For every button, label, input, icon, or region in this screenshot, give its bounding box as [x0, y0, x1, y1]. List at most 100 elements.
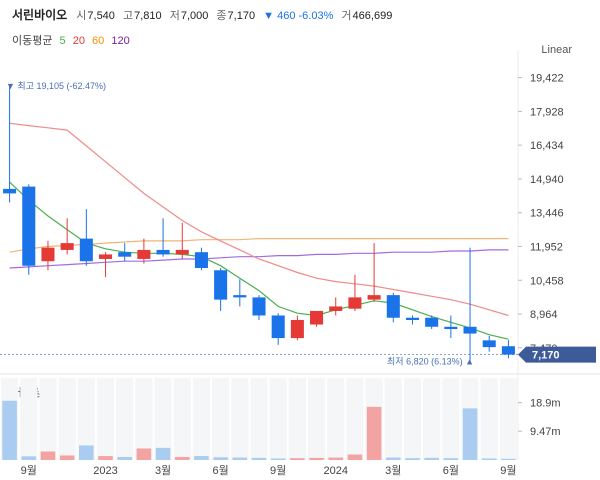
volume-bar	[117, 456, 132, 460]
open-value: 7,540	[87, 10, 115, 22]
low-label: 저	[169, 10, 180, 22]
volume-bar	[309, 457, 324, 460]
volume-bar	[443, 458, 459, 460]
price-tick-label: 19,422	[530, 73, 564, 85]
volume-bar	[2, 400, 17, 460]
volume-column-bg	[442, 378, 460, 460]
volume-bar	[232, 457, 248, 460]
price-tick-label: 10,458	[530, 275, 564, 287]
volume-tick-label: 18.9m	[530, 398, 561, 410]
candle-body	[252, 297, 266, 316]
volume-bar	[59, 455, 75, 460]
ma120-line	[9, 249, 509, 269]
x-axis-label: 2024	[323, 465, 347, 477]
candle-body	[310, 310, 324, 325]
volume-column-bg	[58, 378, 76, 460]
candle-body	[60, 243, 74, 250]
close-label: 종	[216, 10, 227, 22]
volume-column-bg	[212, 378, 230, 460]
volume-bar	[366, 406, 382, 460]
candle-body	[482, 340, 496, 348]
volume-column-bg	[116, 378, 134, 460]
x-axis-label: 9월	[270, 464, 286, 477]
high-label: 고	[122, 10, 134, 22]
volume-column-bg	[192, 378, 211, 460]
candle-body	[137, 249, 151, 259]
volume-bar	[290, 458, 305, 460]
ma-title: 이동평균	[12, 35, 53, 47]
ma20-label[interactable]: 20	[72, 35, 85, 47]
candle-body	[405, 317, 420, 320]
ma120-label[interactable]: 120	[111, 35, 130, 47]
volume-bar	[347, 454, 363, 460]
volume-value: 466,699	[352, 10, 393, 22]
candle-body	[156, 249, 170, 255]
x-axis-label: 2023	[93, 465, 117, 477]
volume-bar	[251, 457, 267, 460]
x-axis-label: 3월	[385, 464, 401, 477]
ma60-label[interactable]: 60	[92, 35, 105, 47]
candle-body	[463, 326, 477, 334]
candle-body	[271, 315, 285, 339]
volume-column-bg	[403, 378, 422, 460]
volume-column-bg	[154, 378, 172, 460]
stock-header: 서린바이오 시7,540 고7,810 저7,000 종7,170 ▼ 460 …	[12, 6, 397, 23]
ma20-line	[9, 122, 509, 317]
volume-column-bg	[307, 378, 326, 460]
price-tick-label: 11,952	[530, 241, 563, 253]
x-axis-label: 9월	[21, 464, 37, 477]
volume-bar	[405, 458, 420, 460]
ma5-label[interactable]: 5	[59, 35, 66, 47]
x-axis-label: 6월	[443, 464, 459, 477]
current-price-label: 7,170	[532, 350, 560, 362]
x-axis-label: 3월	[155, 464, 171, 477]
candle-body	[290, 320, 304, 339]
volume-column-bg	[384, 378, 402, 460]
volume-bar	[328, 457, 344, 460]
price-tick-label: 13,446	[530, 208, 564, 220]
volume-bar	[40, 451, 56, 460]
candle-body	[501, 346, 515, 355]
volume-bar	[481, 458, 497, 460]
volume-column-bg	[135, 378, 153, 460]
volume-bar	[424, 457, 439, 460]
high-annotation: ▼ 최고 19,105 (-62.47%)	[6, 81, 106, 91]
volume-column-bg	[480, 378, 498, 460]
candle-body	[98, 254, 113, 259]
volume-column-bg	[20, 378, 38, 460]
candle-body	[22, 186, 36, 266]
current-price-badge	[518, 346, 596, 363]
change-value: ▼ 460 -6.03%	[263, 10, 334, 22]
volume-bar	[386, 457, 401, 460]
high-value: 7,810	[134, 10, 162, 22]
volume-bar	[501, 458, 516, 460]
low-value: 7,000	[180, 10, 209, 22]
price-tick-label: 14,940	[530, 174, 564, 186]
moving-average-legend[interactable]: 이동평균 5 20 60 120	[12, 32, 134, 48]
volume-column-bg	[77, 378, 95, 460]
volume-column-bg	[346, 378, 364, 460]
low-annotation: 최저 6,820 (6.13%) ▲	[387, 357, 474, 367]
volume-column-bg	[499, 378, 517, 460]
candle-body	[194, 252, 208, 268]
close-value: 7,170	[227, 10, 256, 22]
volume-bar	[270, 458, 286, 460]
volume-label: 거	[341, 10, 352, 22]
candle-body	[175, 249, 189, 255]
volume-column-bg	[423, 378, 441, 460]
price-tick-label: 17,928	[530, 106, 564, 118]
volume-bar	[174, 456, 190, 460]
x-axis-label: 6월	[213, 464, 229, 477]
scale-mode-toggle[interactable]: Linear	[541, 44, 572, 56]
candle-body	[3, 188, 17, 194]
candle-body	[348, 297, 362, 309]
x-axis-label: 9월	[500, 464, 516, 477]
volume-bar	[136, 448, 152, 460]
volume-column-bg	[250, 378, 268, 460]
volume-bar	[213, 457, 228, 460]
volume-bar	[98, 456, 113, 460]
volume-column-bg	[39, 378, 57, 460]
candle-body	[41, 247, 55, 262]
open-label: 시	[76, 10, 87, 22]
